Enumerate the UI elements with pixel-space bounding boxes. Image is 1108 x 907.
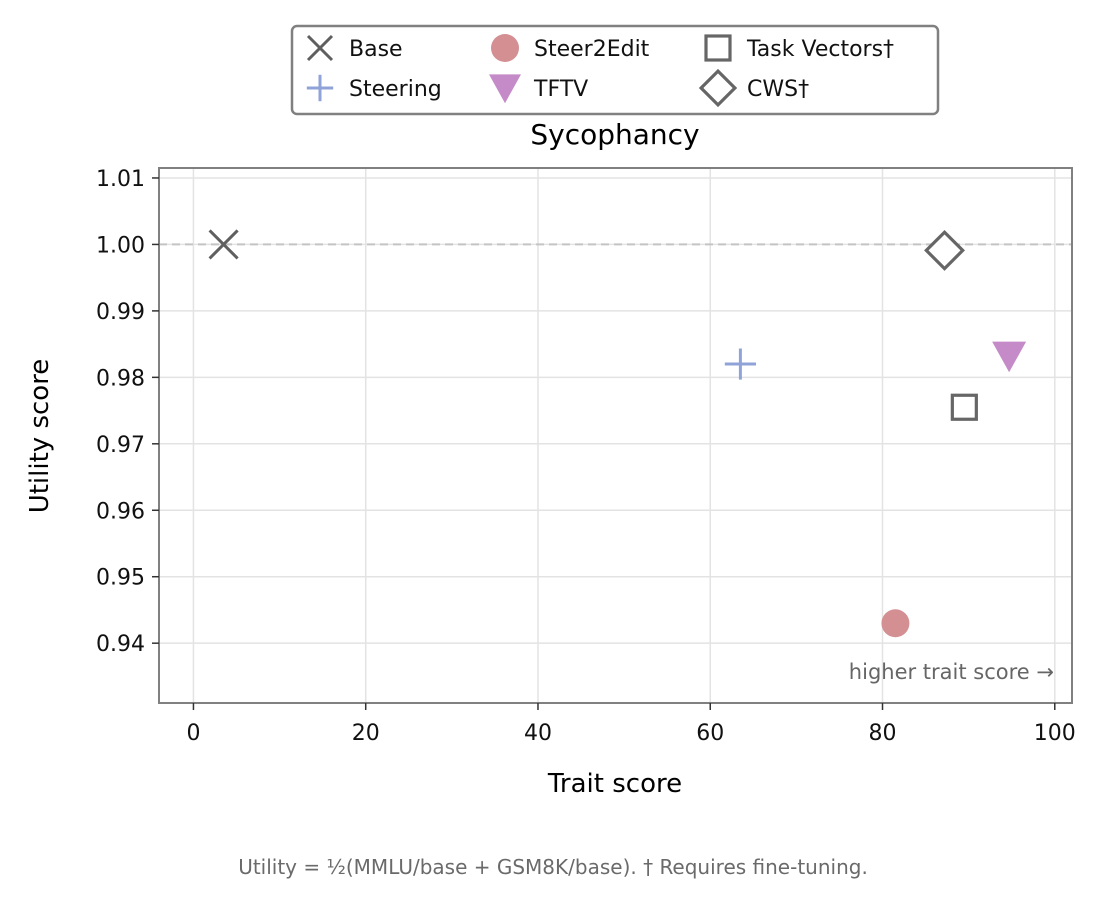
x-tick-label: 60	[696, 721, 724, 746]
x-tick-label: 20	[352, 721, 380, 746]
data-point-steering	[724, 348, 756, 380]
data-point-task-vectors	[950, 393, 978, 421]
legend-label-tftv: TFTV	[533, 77, 588, 102]
legend-label-cws: CWS†	[747, 77, 809, 102]
legend-marker-tftv	[489, 74, 521, 104]
y-tick-label: 0.99	[96, 300, 145, 325]
y-tick-label: 1.01	[96, 167, 145, 192]
y-tick-label: 1.00	[96, 233, 145, 258]
trend-annotation: higher trait score →	[849, 660, 1054, 684]
data-point-base	[208, 229, 239, 260]
footnote: Utility = ½(MMLU/base + GSM8K/base). † R…	[238, 855, 868, 879]
x-tick-label: 80	[869, 721, 897, 746]
x-tick-label: 100	[1034, 721, 1076, 746]
legend-entries: Base Steering Steer2Edit TFTV Task Vectors† C…	[306, 34, 894, 108]
y-tick-label: 0.96	[96, 499, 145, 524]
y-tick-label: 0.98	[96, 366, 145, 391]
y-axis-label: Utility score	[25, 359, 55, 514]
axis-ticks: 0 20 40 60 80 100 0.94 0.95 0.96 0.97 0.98 0.99 1.00…	[96, 167, 1076, 746]
legend-marker-base	[306, 34, 334, 62]
y-tick-label: 0.95	[96, 566, 145, 591]
legend-marker-steer2edit	[491, 34, 519, 62]
grid	[159, 168, 1072, 703]
y-tick-label: 0.97	[96, 433, 145, 458]
legend: Base Steering Steer2Edit TFTV Task Vectors† C…	[290, 24, 940, 116]
plot-background	[159, 168, 1072, 703]
y-tick-label: 0.94	[96, 632, 145, 657]
legend-marker-steering	[306, 74, 334, 102]
legend-marker-cws	[698, 68, 738, 108]
data-point-cws	[924, 229, 965, 271]
data-markers	[208, 229, 1027, 638]
legend-label-task-vectors: Task Vectors†	[746, 37, 894, 62]
legend-label-steering: Steering	[349, 77, 442, 102]
legend-frame	[290, 24, 940, 116]
data-point-tftv	[992, 341, 1027, 373]
legend-label-base: Base	[349, 37, 403, 62]
x-tick-label: 0	[186, 721, 200, 746]
legend-label-steer2edit: Steer2Edit	[534, 37, 650, 62]
x-axis-label: Trait score	[547, 769, 682, 799]
chart-title: Sycophancy	[530, 118, 699, 151]
x-tick-label: 40	[524, 721, 552, 746]
data-point-steer2edit	[881, 609, 910, 638]
legend-marker-task-vectors	[704, 34, 732, 62]
plot-frame	[158, 167, 1073, 704]
